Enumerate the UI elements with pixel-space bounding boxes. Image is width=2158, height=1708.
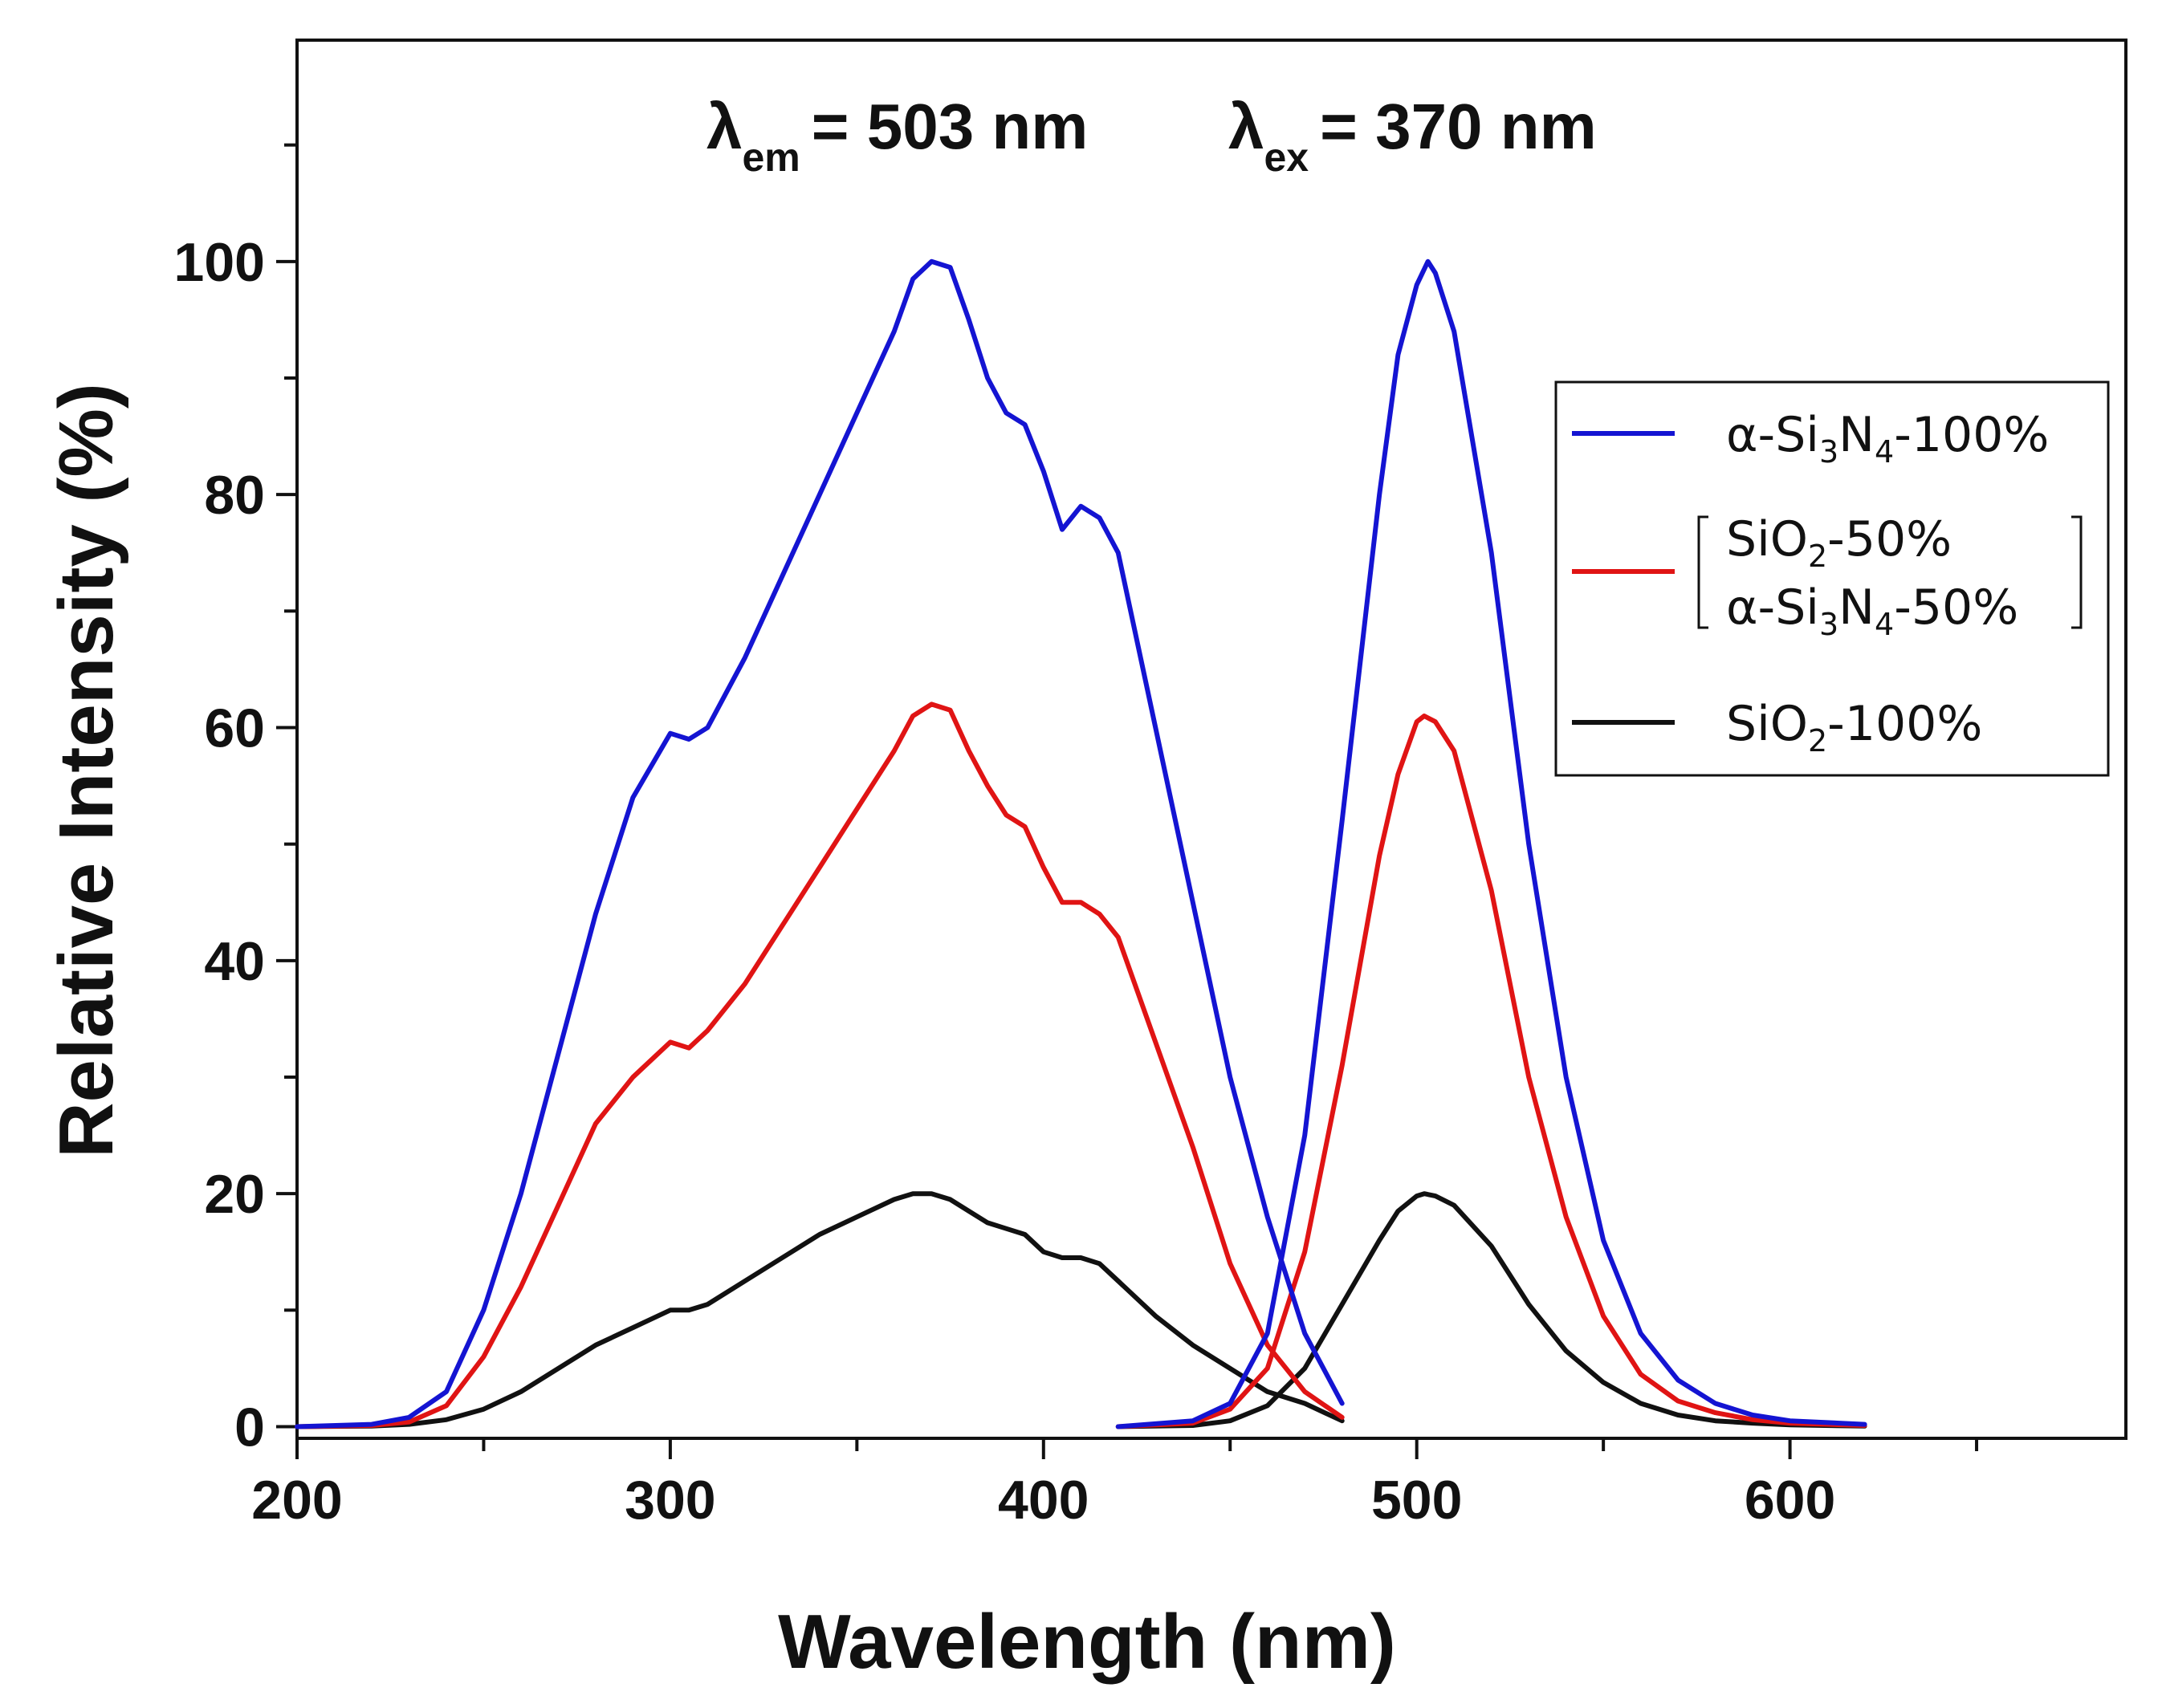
x-tick-label: 200	[251, 1470, 342, 1531]
sio2-excitation-line	[295, 1191, 1345, 1429]
y-tick-label: 0	[234, 1397, 265, 1458]
lambda-em-label: λem = 503 nm	[706, 91, 1088, 180]
legend-bracket-left	[1697, 515, 1708, 629]
x-tick-label: 400	[998, 1470, 1089, 1531]
y-tick-label: 80	[204, 465, 265, 526]
lambda-ex-label: λex = 370 nm	[1228, 91, 1597, 180]
wavelength-annotations: λem = 503 nm λex = 370 nm	[706, 91, 1597, 180]
y-tick-label: 40	[204, 931, 265, 992]
si3n4-excitation-line	[295, 258, 1345, 1429]
x-axis: 200 300 400 500 600	[251, 1438, 1979, 1531]
y-axis-title: Relative Intensity (%)	[43, 383, 129, 1158]
x-tick-label: 500	[1371, 1470, 1462, 1531]
x-axis-title: Wavelength (nm)	[778, 1599, 1396, 1685]
legend-bracket-right	[2071, 515, 2083, 629]
legend-label-si3n4: α-Si3N4-100%	[1726, 407, 2049, 470]
mix-emission-line	[1115, 714, 1867, 1429]
legend-label-sio2: SiO2-100%	[1726, 696, 1982, 758]
legend: α-Si3N4-100% SiO2-50%α-Si3N4-50% SiO2-100%	[1554, 380, 2110, 777]
series-layer	[295, 258, 1867, 1429]
legend-label-mix: α-Si3N4-50%	[1726, 580, 2018, 642]
si3n4-emission-line	[1115, 258, 1867, 1429]
y-axis: 0 20 40 60 80 100	[174, 143, 297, 1458]
plot-frame	[295, 39, 2127, 1440]
legend-frame	[1554, 380, 2110, 777]
y-tick-label: 20	[204, 1164, 265, 1225]
y-tick-label: 60	[204, 697, 265, 758]
x-tick-label: 600	[1745, 1470, 1835, 1531]
x-tick-label: 300	[625, 1470, 715, 1531]
legend-label-mix: SiO2-50%	[1726, 511, 1952, 574]
y-tick-label: 100	[174, 232, 265, 293]
sio2-emission-line	[1115, 1191, 1867, 1429]
mix-excitation-line	[295, 702, 1345, 1429]
